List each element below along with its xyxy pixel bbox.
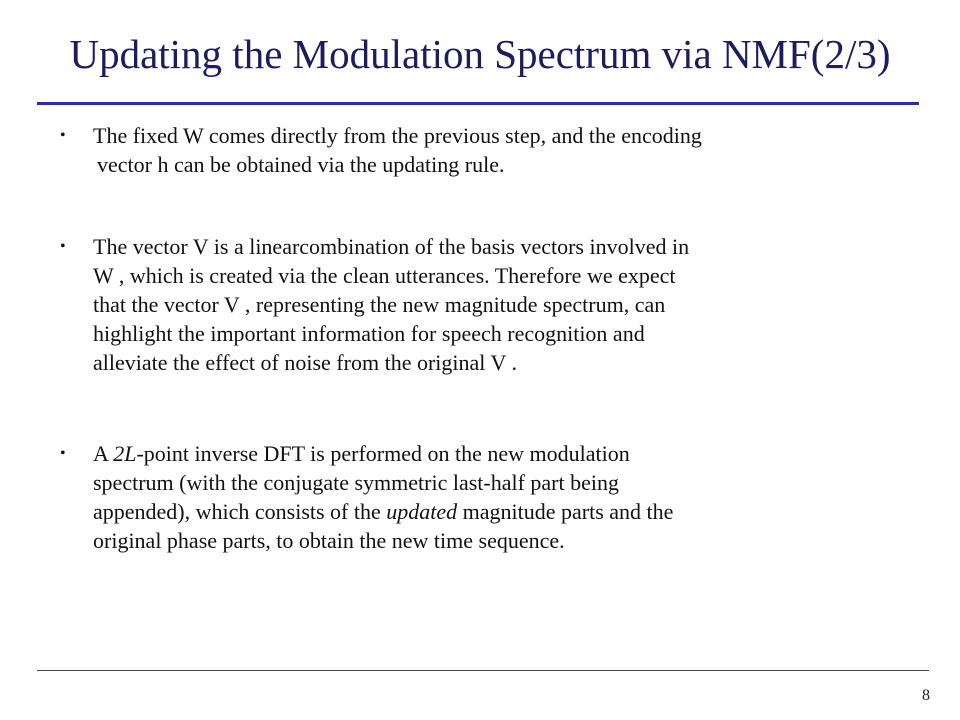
bullet-item-2: • The vector V is a linearcombination of… (60, 232, 920, 377)
bullet-marker: • (60, 445, 66, 462)
bullet-line: appended), which consists of the updated… (93, 497, 920, 526)
bullet-line: The vector V is a linearcombination of t… (93, 234, 690, 259)
bullet-line: original phase parts, to obtain the new … (93, 528, 565, 553)
bullet-line: highlight the important information for … (93, 321, 645, 346)
page-number: 8 (922, 687, 930, 704)
text-run: -point inverse DFT is performed on the n… (136, 441, 630, 466)
text-run: magnitude parts and the (457, 499, 674, 524)
italic-emphasis: updated (386, 499, 458, 524)
footer-divider (37, 670, 929, 671)
italic-variable: L (124, 441, 137, 466)
bullet-line: spectrum (with the conjugate symmetric l… (93, 470, 620, 495)
bullet-text: The fixed W comes directly from the prev… (93, 121, 920, 179)
slide-title: Updating the Modulation Spectrum via NMF… (69, 31, 891, 77)
bullet-line: The fixed W comes directly from the prev… (93, 123, 702, 148)
bullet-text: The vector V is a linearcombination of t… (93, 232, 920, 377)
bullet-line: that the vector V , representing the new… (93, 292, 666, 317)
text-run: A (93, 441, 114, 466)
bullet-line: vector h can be obtained via the updatin… (97, 152, 505, 177)
bullet-line: A 2L-point inverse DFT is performed on t… (93, 439, 920, 468)
bullet-marker: • (60, 238, 66, 255)
bullet-line: alleviate the effect of noise from the o… (93, 350, 517, 375)
bullet-item-3: • A 2L-point inverse DFT is performed on… (60, 439, 920, 555)
title-divider (37, 102, 919, 105)
bullet-text: A 2L-point inverse DFT is performed on t… (93, 439, 920, 555)
italic-number: 2 (113, 441, 125, 466)
bullet-line: W , which is created via the clean utter… (93, 263, 676, 288)
bullet-item-1: • The fixed W comes directly from the pr… (60, 121, 920, 179)
text-run: appended), which consists of the (93, 499, 387, 524)
bullet-marker: • (60, 127, 66, 144)
